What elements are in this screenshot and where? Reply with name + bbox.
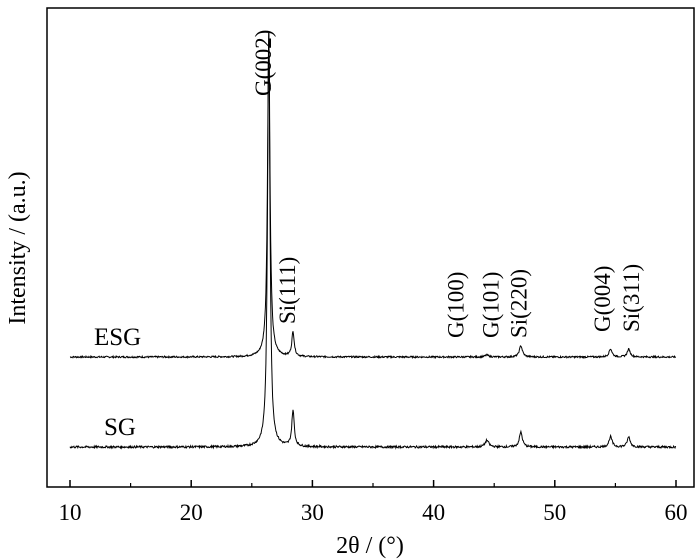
y-axis-title: Intensity / (a.u.) — [5, 171, 31, 324]
series-line-esg — [69, 32, 676, 360]
x-tick-label: 30 — [301, 500, 324, 525]
x-axis-title: 2θ / (°) — [336, 533, 404, 559]
series-label-sg: SG — [104, 414, 136, 441]
x-ticks: 10 20 30 40 50 60 — [59, 480, 688, 525]
series-layer — [69, 32, 677, 450]
series-line-sg — [69, 32, 677, 450]
peak-annotation: Si(220) — [507, 269, 532, 338]
peak-annotations: G(002) Si(111) G(100) G(101) Si(220) G(004) Si… — [251, 30, 644, 338]
series-label-esg: ESG — [94, 324, 141, 351]
peak-annotation: G(101) — [479, 272, 504, 338]
x-tick-label: 40 — [422, 500, 445, 525]
plot-frame — [46, 7, 695, 488]
series-labels: ESG SG — [94, 324, 141, 441]
x-tick-label: 60 — [665, 500, 688, 525]
peak-annotation: Si(311) — [619, 264, 644, 332]
peak-annotation: Si(111) — [275, 257, 300, 324]
peak-annotation: G(004) — [590, 266, 615, 332]
x-tick-label: 20 — [180, 500, 203, 525]
x-tick-label: 10 — [59, 500, 82, 525]
peak-annotation: G(100) — [444, 272, 469, 338]
x-tick-label: 50 — [543, 500, 566, 525]
peak-annotation: G(002) — [251, 30, 276, 96]
